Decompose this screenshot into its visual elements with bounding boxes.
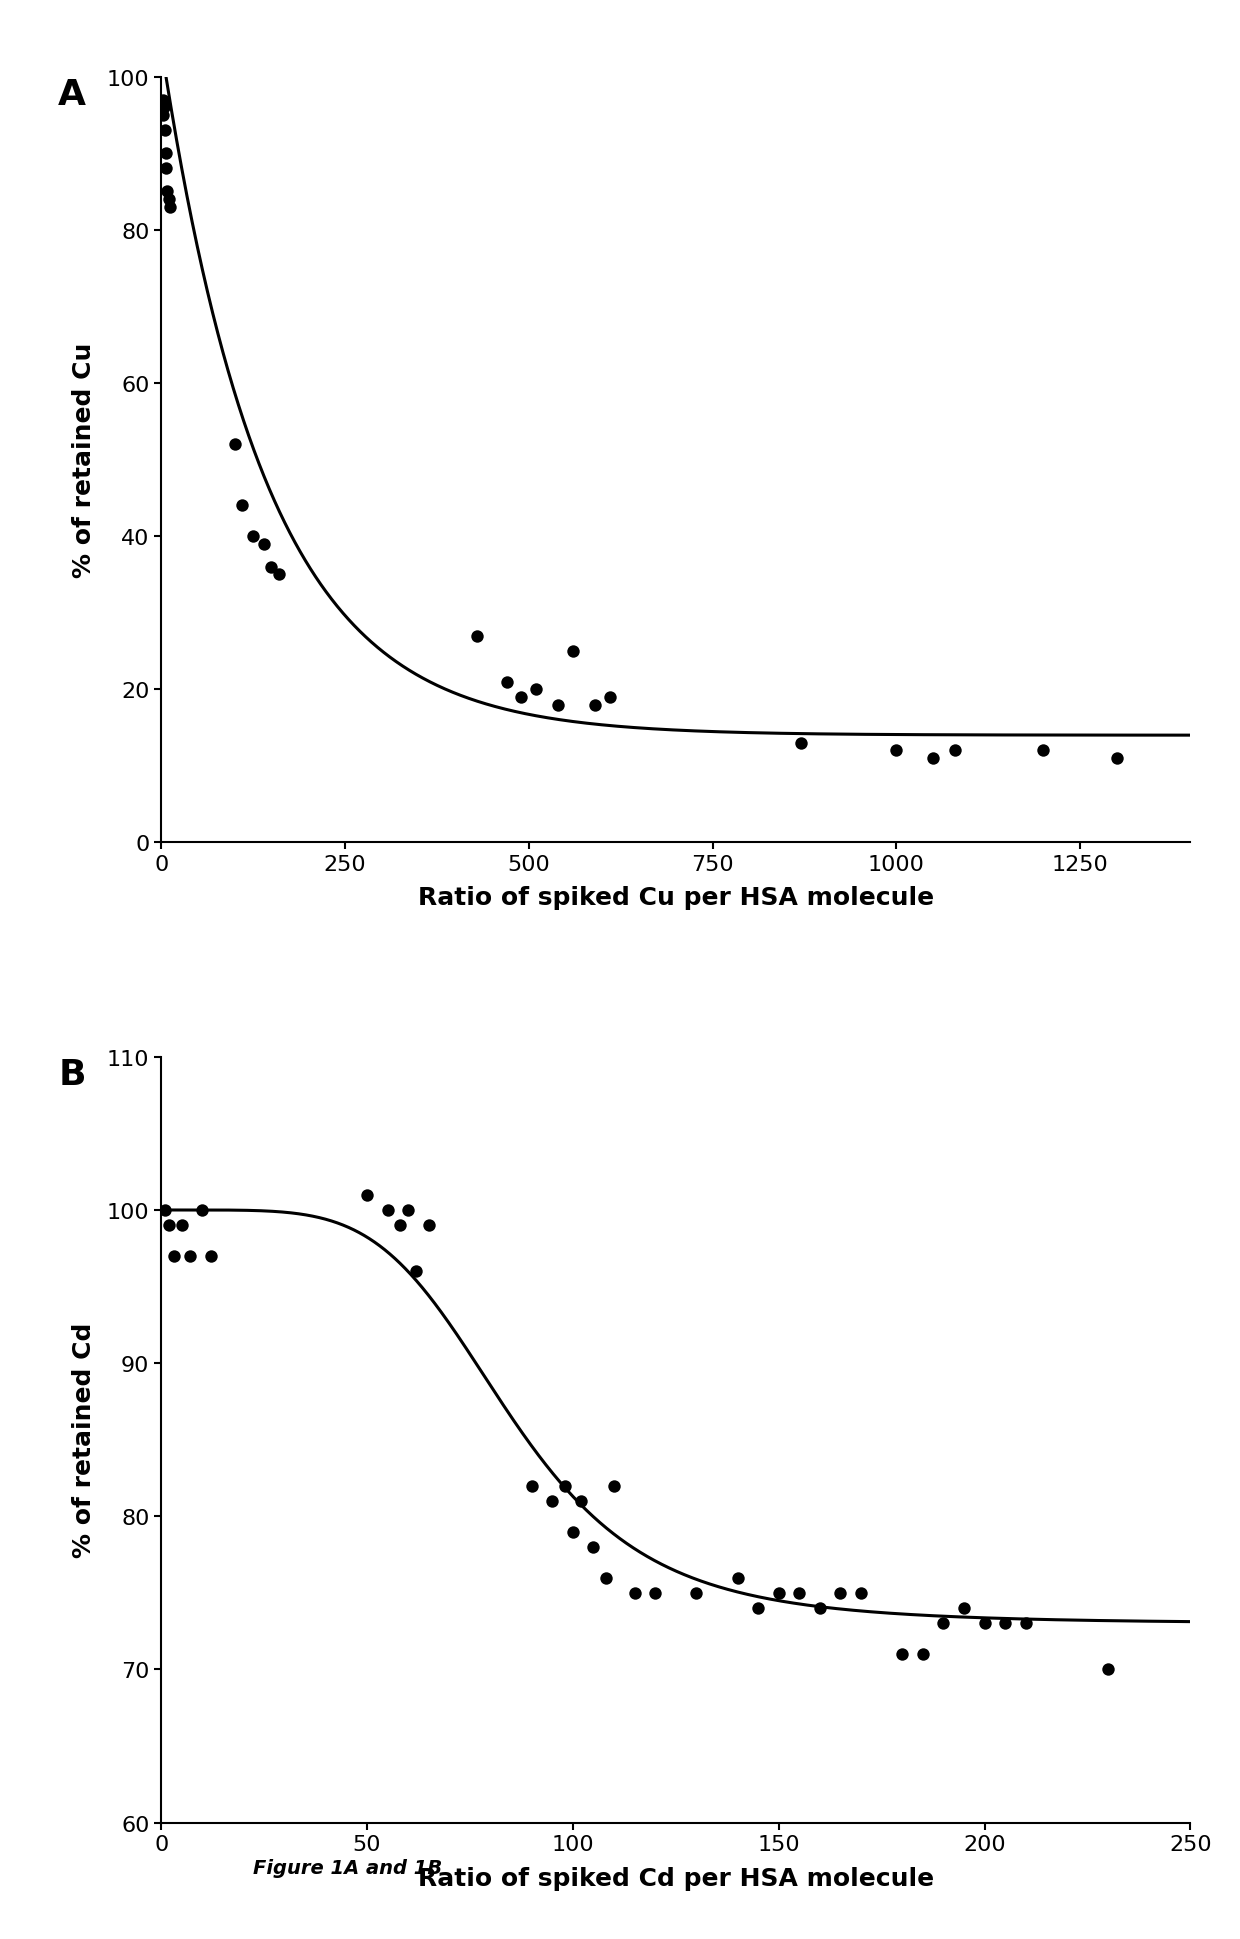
Point	[243, 522, 263, 553]
Point	[262, 553, 281, 584]
Point	[224, 429, 244, 460]
Point	[810, 1592, 830, 1623]
Point	[584, 1532, 604, 1563]
Point	[945, 735, 965, 766]
X-axis label: Ratio of spiked Cu per HSA molecule: Ratio of spiked Cu per HSA molecule	[418, 886, 934, 909]
Point	[157, 176, 177, 207]
Point	[497, 667, 517, 698]
Point	[790, 1578, 810, 1609]
Point	[600, 683, 620, 714]
Point	[467, 620, 487, 652]
Point	[398, 1194, 418, 1225]
Text: A: A	[58, 78, 87, 112]
Point	[563, 636, 583, 667]
Point	[232, 491, 252, 522]
Point	[625, 1578, 645, 1609]
Point	[172, 1210, 192, 1241]
Point	[748, 1592, 768, 1623]
Point	[887, 735, 906, 766]
Point	[563, 1516, 583, 1547]
Point	[164, 1241, 184, 1272]
Point	[548, 690, 568, 721]
Point	[542, 1485, 562, 1516]
Point	[522, 1470, 542, 1501]
X-axis label: Ratio of spiked Cd per HSA molecule: Ratio of spiked Cd per HSA molecule	[418, 1865, 934, 1889]
Point	[155, 116, 175, 147]
Point	[954, 1592, 973, 1623]
Point	[893, 1638, 913, 1669]
Point	[769, 1578, 789, 1609]
Point	[160, 1210, 180, 1241]
Point	[156, 138, 176, 169]
Point	[791, 727, 811, 758]
Point	[728, 1563, 748, 1594]
Point	[155, 1194, 175, 1225]
Point	[645, 1578, 665, 1609]
Point	[996, 1607, 1016, 1638]
Point	[604, 1470, 624, 1501]
Point	[1107, 743, 1127, 774]
Text: B: B	[58, 1057, 86, 1092]
Point	[156, 153, 176, 184]
Point	[160, 192, 180, 223]
Point	[585, 690, 605, 721]
Point	[511, 683, 531, 714]
Point	[154, 101, 174, 132]
Point	[154, 93, 174, 124]
Point	[923, 743, 942, 774]
Point	[913, 1638, 932, 1669]
Point	[419, 1210, 439, 1241]
Y-axis label: % of retained Cd: % of retained Cd	[72, 1322, 95, 1557]
Point	[831, 1578, 851, 1609]
Point	[851, 1578, 870, 1609]
Point	[1016, 1607, 1035, 1638]
Point	[526, 675, 546, 706]
Point	[159, 184, 179, 215]
Point	[391, 1210, 410, 1241]
Point	[934, 1607, 954, 1638]
Point	[596, 1563, 616, 1594]
Point	[192, 1194, 212, 1225]
Point	[1033, 735, 1053, 766]
Point	[407, 1256, 427, 1287]
Point	[378, 1194, 398, 1225]
Y-axis label: % of retained Cu: % of retained Cu	[72, 343, 95, 578]
Point	[180, 1241, 200, 1272]
Point	[554, 1470, 574, 1501]
Point	[975, 1607, 994, 1638]
Point	[269, 560, 289, 591]
Point	[1099, 1654, 1118, 1685]
Point	[153, 85, 172, 116]
Point	[254, 529, 274, 560]
Point	[572, 1485, 591, 1516]
Point	[687, 1578, 707, 1609]
Text: Figure 1A and 1B: Figure 1A and 1B	[253, 1858, 441, 1877]
Point	[201, 1241, 221, 1272]
Point	[357, 1179, 377, 1210]
